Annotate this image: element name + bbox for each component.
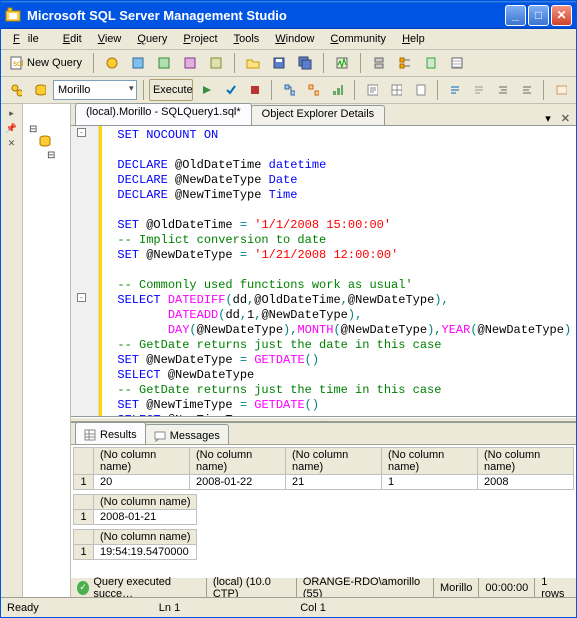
menu-edit[interactable]: Edit xyxy=(55,31,90,47)
new-mdx-query-icon[interactable] xyxy=(152,52,176,74)
query-status-bar: ✓Query executed succe… (local) (10.0 CTP… xyxy=(71,577,576,597)
results-tab[interactable]: Results xyxy=(75,422,146,444)
success-icon: ✓ xyxy=(77,581,89,595)
toolbar-standard: sql New Query xyxy=(1,50,576,77)
close-button[interactable]: ✕ xyxy=(551,5,572,26)
new-query-label: New Query xyxy=(27,57,82,69)
specify-values-icon[interactable] xyxy=(550,79,572,101)
svg-text:sql: sql xyxy=(13,59,23,68)
results-file-icon[interactable] xyxy=(409,79,431,101)
outdent-icon[interactable] xyxy=(515,79,537,101)
status-user: ORANGE-RDO\amorillo (55) xyxy=(296,578,433,597)
new-analysis-query-icon[interactable] xyxy=(126,52,150,74)
tab-sqlquery[interactable]: (local).Morillo - SQLQuery1.sql* xyxy=(75,103,252,125)
execute-label: Execute xyxy=(153,84,193,96)
tab-dropdown-icon[interactable]: ▾ xyxy=(541,112,555,125)
status-ready: Ready xyxy=(7,602,39,614)
debug-icon[interactable] xyxy=(195,79,217,101)
title-bar[interactable]: Microsoft SQL Server Management Studio _… xyxy=(1,1,576,29)
status-col: Col 1 xyxy=(300,602,326,614)
rail-close-icon[interactable]: ✕ xyxy=(8,138,16,149)
results-tab-label: Results xyxy=(100,429,137,441)
change-connection-icon[interactable] xyxy=(5,79,27,101)
include-plan-icon[interactable] xyxy=(302,79,324,101)
fold-icon[interactable]: - xyxy=(77,293,86,302)
cancel-icon[interactable] xyxy=(243,79,265,101)
menu-window[interactable]: Window xyxy=(267,31,322,47)
indent-icon[interactable] xyxy=(491,79,513,101)
menu-bar: File Edit View Query Project Tools Windo… xyxy=(1,29,576,50)
display-plan-icon[interactable] xyxy=(278,79,300,101)
results-grid-1[interactable]: (No column name)(No column name)(No colu… xyxy=(73,447,574,490)
menu-view[interactable]: View xyxy=(90,31,130,47)
include-stats-icon[interactable] xyxy=(326,79,348,101)
results-text-icon[interactable] xyxy=(361,79,383,101)
comment-icon[interactable] xyxy=(443,79,465,101)
menu-tools[interactable]: Tools xyxy=(226,31,268,47)
tree-root[interactable]: ⊟ xyxy=(23,124,70,135)
messages-tab-label: Messages xyxy=(170,430,220,442)
toolbar-sql-editor: Morillo Execute xyxy=(1,77,576,104)
results-pane: Results Messages (No column name)(No col… xyxy=(71,422,576,577)
editor-gutter: - - xyxy=(71,126,99,416)
status-line: Ln 1 xyxy=(159,602,180,614)
menu-help[interactable]: Help xyxy=(394,31,433,47)
pushpin-icon[interactable]: 📌 xyxy=(6,123,17,134)
sql-editor[interactable]: - - SET NOCOUNT ON DECLARE @OldDateTime … xyxy=(71,126,576,417)
minimize-button[interactable]: _ xyxy=(505,5,526,26)
database-combo-value: Morillo xyxy=(58,84,90,96)
results-tabs: Results Messages xyxy=(71,423,576,445)
new-xmla-query-icon[interactable] xyxy=(204,52,228,74)
document-tabs: (local).Morillo - SQLQuery1.sql* Object … xyxy=(71,104,576,126)
results-grid-3[interactable]: (No column name) 119:54:19.5470000 xyxy=(73,529,197,560)
window-title: Microsoft SQL Server Management Studio xyxy=(27,8,287,23)
status-time: 00:00:00 xyxy=(478,578,534,597)
results-grids[interactable]: (No column name)(No column name)(No colu… xyxy=(71,445,576,577)
results-grid-2[interactable]: (No column name) 12008-01-21 xyxy=(73,494,197,525)
tab-close-icon[interactable]: ✕ xyxy=(555,112,576,125)
menu-file[interactable]: File xyxy=(5,31,55,47)
status-server: (local) (10.0 CTP) xyxy=(206,578,296,597)
app-window: Microsoft SQL Server Management Studio _… xyxy=(0,0,577,618)
uncomment-icon[interactable] xyxy=(467,79,489,101)
save-icon[interactable] xyxy=(267,52,291,74)
editor-content[interactable]: SET NOCOUNT ON DECLARE @OldDateTime date… xyxy=(99,126,576,416)
left-tool-rail: ▸ 📌 ✕ xyxy=(1,104,23,597)
messages-tab[interactable]: Messages xyxy=(145,424,229,444)
tree-expand-icon[interactable]: ⊟ xyxy=(23,150,70,161)
properties-icon[interactable] xyxy=(445,52,469,74)
parse-icon[interactable] xyxy=(219,79,241,101)
results-grid-icon[interactable] xyxy=(385,79,407,101)
app-icon xyxy=(5,7,21,23)
new-db-engine-query-icon[interactable] xyxy=(100,52,124,74)
save-all-icon[interactable] xyxy=(293,52,317,74)
menu-project[interactable]: Project xyxy=(175,31,225,47)
pin-icon[interactable]: ▸ xyxy=(9,108,14,119)
menu-community[interactable]: Community xyxy=(322,31,394,47)
available-db-icon[interactable] xyxy=(29,79,51,101)
maximize-button[interactable]: □ xyxy=(528,5,549,26)
tab-object-explorer-details[interactable]: Object Explorer Details xyxy=(251,105,386,125)
open-icon[interactable] xyxy=(241,52,265,74)
app-status-bar: Ready Ln 1 Col 1 xyxy=(1,597,576,617)
tree-node-db[interactable] xyxy=(23,135,70,150)
object-explorer-icon[interactable] xyxy=(393,52,417,74)
new-dmx-query-icon[interactable] xyxy=(178,52,202,74)
status-rows: 1 rows xyxy=(534,578,576,597)
object-explorer-pane[interactable]: ⊟ ⊟ xyxy=(23,104,71,597)
activity-monitor-icon[interactable] xyxy=(330,52,354,74)
status-exec: ✓Query executed succe… xyxy=(71,578,206,597)
status-db: Morillo xyxy=(433,578,478,597)
database-combo[interactable]: Morillo xyxy=(53,80,137,100)
menu-query[interactable]: Query xyxy=(129,31,175,47)
new-query-button[interactable]: sql New Query xyxy=(5,52,87,74)
registered-servers-icon[interactable] xyxy=(367,52,391,74)
execute-button[interactable]: Execute xyxy=(149,79,193,101)
template-explorer-icon[interactable] xyxy=(419,52,443,74)
fold-icon[interactable]: - xyxy=(77,128,86,137)
